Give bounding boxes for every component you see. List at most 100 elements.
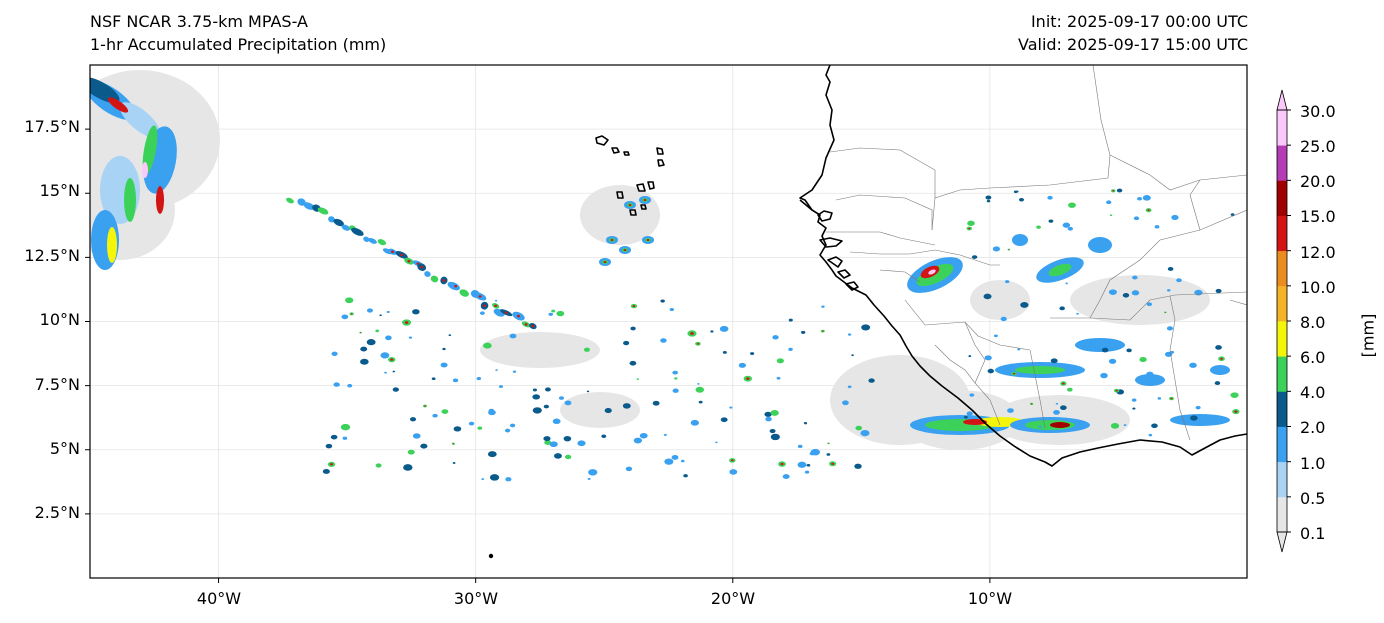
precip-cell [400, 253, 404, 257]
precip-cell [551, 309, 556, 313]
precip-cell [1048, 263, 1072, 277]
precip-cell [532, 407, 542, 414]
precip-cell [404, 321, 409, 324]
precip-cell [412, 433, 421, 439]
precip-cell [156, 186, 164, 214]
precip-cell [1133, 216, 1140, 221]
precip-cell [392, 387, 399, 392]
precip-cell [776, 376, 781, 380]
precip-cell [420, 443, 428, 449]
precip-cell [142, 162, 148, 178]
precip-cell [107, 97, 129, 113]
colorbar-segment [1277, 250, 1287, 287]
precip-cell [531, 324, 535, 328]
precip-cell [552, 418, 561, 425]
precip-cell [544, 440, 552, 446]
precip-cell [770, 433, 780, 441]
precip-cell [476, 376, 482, 381]
precip-cell [504, 311, 508, 314]
precip-cell [452, 378, 459, 383]
precip-cell [772, 335, 779, 340]
precip-cell [821, 305, 825, 308]
lon-label-10w: 10°W [967, 589, 1013, 608]
colorbar-level: 10.0 [1300, 278, 1336, 297]
precip-cell [1007, 408, 1014, 413]
precip-cell [509, 423, 516, 428]
precip-cell [1176, 278, 1182, 283]
precip-cell [512, 370, 517, 373]
precip-cell [710, 330, 714, 333]
precip-cell [360, 346, 368, 352]
precip-cell [1050, 358, 1058, 364]
precip-cell [454, 284, 458, 288]
precip-cell [928, 269, 936, 275]
graticule [90, 65, 1247, 578]
precip-cell [729, 406, 733, 409]
precip-cell [524, 323, 528, 326]
precip-cell [639, 432, 648, 439]
precip-cell [1038, 425, 1042, 428]
precip-cell [603, 261, 607, 263]
precip-cell [1146, 302, 1153, 307]
colorbar-extend-top [1276, 89, 1288, 111]
precip-cell [1017, 348, 1021, 351]
precip-cell [1050, 422, 1070, 428]
precip-cell [622, 403, 631, 409]
precip-cell [963, 415, 968, 419]
precip-cell [556, 310, 565, 317]
precip-cell [672, 370, 678, 375]
country-borders [826, 65, 1247, 441]
precip-cell [1132, 275, 1138, 280]
precip-cell [985, 195, 992, 200]
precip-cell [468, 421, 475, 426]
precip-cell [1157, 397, 1162, 400]
precip-cell [1215, 288, 1222, 294]
precip-cell [828, 443, 830, 444]
precip-cell [780, 462, 784, 466]
precip-cell [322, 468, 330, 474]
precip-cell [1210, 365, 1230, 375]
precip-cell [797, 444, 803, 449]
precip-cell [1070, 275, 1210, 325]
precip-cell [855, 425, 863, 431]
precip-cell [563, 436, 572, 442]
precip-cell [966, 411, 973, 416]
precip-cell [968, 227, 971, 230]
precip-cell [340, 423, 351, 431]
precip-cell [1146, 371, 1154, 377]
colorbar-level: 30.0 [1300, 102, 1336, 121]
precip-cell [577, 440, 586, 447]
precip-cell [1012, 372, 1016, 375]
precip-cell [1030, 403, 1033, 405]
lon-label-20w: 20°W [710, 589, 756, 608]
precip-cell [107, 227, 117, 263]
precip-cell [1066, 387, 1073, 392]
colorbar-unit-label: [mm] [1358, 313, 1378, 358]
lat-label-7-5: 7.5°N [34, 375, 80, 394]
precip-cell [342, 436, 348, 440]
colorbar-level: 0.1 [1300, 524, 1326, 543]
precip-cell [331, 351, 338, 356]
precip-cell [986, 199, 991, 203]
precip-cell [672, 388, 679, 393]
precip-cell [632, 305, 636, 308]
colorbar-extend-bottom [1276, 531, 1288, 553]
precip-cell [586, 390, 590, 393]
precip-cell [1154, 225, 1160, 229]
precip-cell [325, 443, 333, 449]
lat-label-5: 5°N [49, 439, 80, 458]
precip-cell [806, 463, 811, 467]
precip-cell [424, 271, 431, 277]
lon-label-30w: 30°W [453, 589, 499, 608]
colorbar-segment [1277, 496, 1287, 533]
precip-cell [625, 466, 633, 472]
precip-cell [722, 350, 727, 354]
colorbar-segment [1277, 426, 1287, 463]
precip-cell [1220, 357, 1223, 360]
precip-cell [420, 265, 424, 269]
colorbar-level: 2.0 [1300, 418, 1326, 437]
precip-cell [868, 378, 875, 383]
precip-cell [1147, 209, 1150, 212]
precip-cell [504, 428, 511, 433]
precip-cell [440, 362, 448, 368]
